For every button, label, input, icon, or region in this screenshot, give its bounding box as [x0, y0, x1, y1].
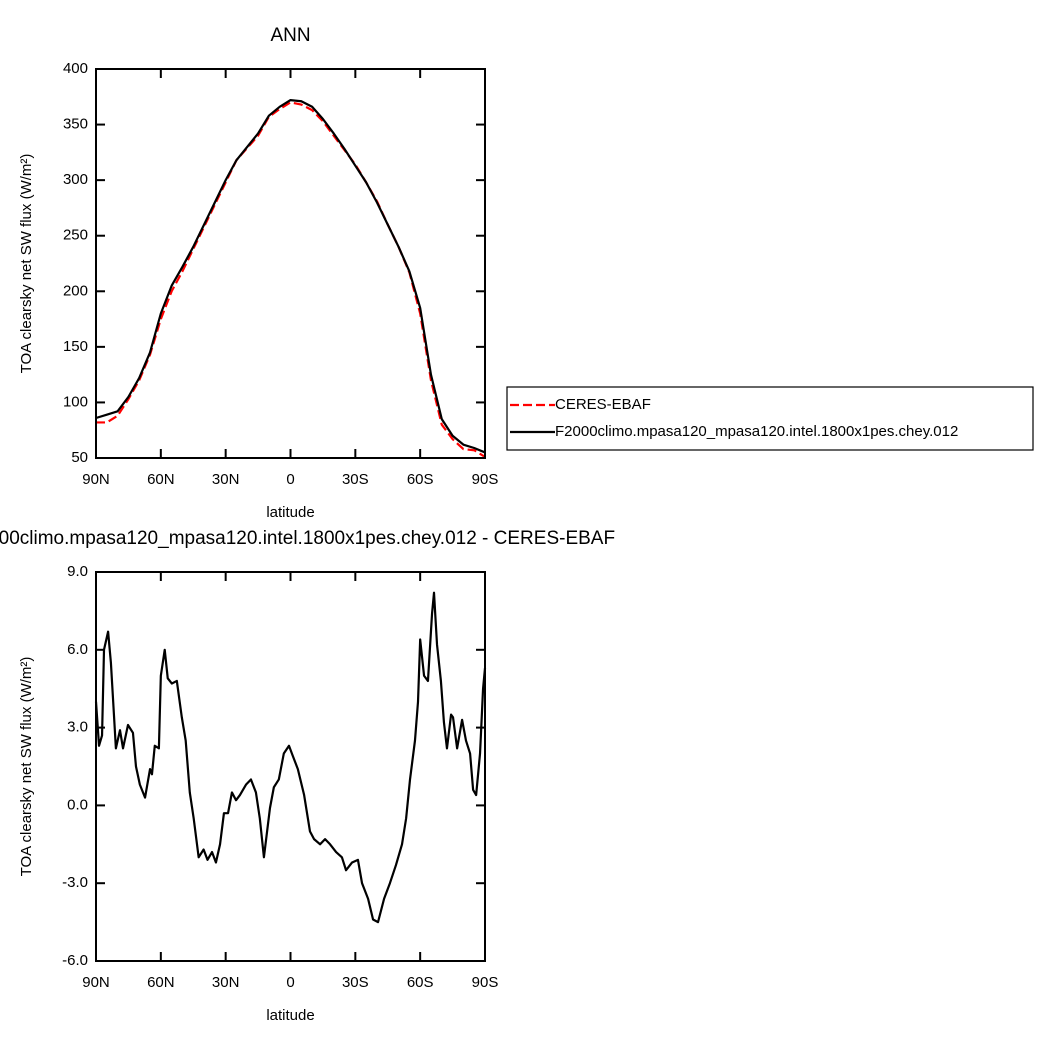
y-axis-label: TOA clearsky net SW flux (W/m²) — [18, 154, 35, 374]
y-tick-label: 9.0 — [67, 563, 88, 580]
data-line — [96, 101, 486, 458]
x-tick-label: 60N — [147, 471, 175, 488]
y-tick-label: -3.0 — [62, 874, 88, 891]
y-tick-label: 6.0 — [67, 641, 88, 658]
chart-title: ANN — [270, 25, 310, 46]
data-line — [95, 99, 486, 454]
x-tick-label: 60S — [407, 974, 434, 991]
x-tick-label: 0 — [286, 471, 294, 488]
x-tick-label: 90S — [472, 471, 499, 488]
y-tick-label: 3.0 — [67, 719, 88, 736]
panel: F2000climo.mpasa120_mpasa120.intel.1800x… — [0, 528, 615, 1024]
chart-title: F2000climo.mpasa120_mpasa120.intel.1800x… — [0, 528, 615, 549]
x-axis-label: latitude — [266, 1007, 314, 1024]
legend: CERES-EBAF F2000climo.mpasa120_mpasa120.i… — [506, 386, 1034, 451]
y-tick-label: 200 — [63, 282, 88, 299]
plot-frame — [95, 571, 486, 962]
legend-label: CERES-EBAF — [555, 396, 651, 413]
x-tick-label: 30S — [342, 974, 369, 991]
legend-label: F2000climo.mpasa120_mpasa120.intel.1800x… — [555, 423, 958, 440]
data-line — [94, 591, 487, 924]
x-tick-label: 90N — [82, 471, 110, 488]
y-axis-label: TOA clearsky net SW flux (W/m²) — [18, 657, 35, 877]
x-tick-label: 60N — [147, 974, 175, 991]
y-tick-label: 50 — [71, 449, 88, 466]
y-tick-label: 150 — [63, 338, 88, 355]
y-tick-label: 100 — [63, 393, 88, 410]
x-tick-label: 0 — [286, 974, 294, 991]
y-tick-label: 0.0 — [67, 796, 88, 813]
y-tick-label: 250 — [63, 227, 88, 244]
y-tick-label: 400 — [63, 60, 88, 77]
x-axis-label: latitude — [266, 504, 314, 521]
y-tick-label: -6.0 — [62, 952, 88, 969]
y-tick-label: 350 — [63, 116, 88, 133]
x-tick-label: 60S — [407, 471, 434, 488]
x-tick-label: 30N — [212, 974, 240, 991]
y-tick-label: 300 — [63, 171, 88, 188]
legend-box — [506, 386, 1034, 451]
x-tick-label: 30S — [342, 471, 369, 488]
x-tick-label: 90N — [82, 974, 110, 991]
x-tick-label: 30N — [212, 471, 240, 488]
plot-frame — [95, 68, 486, 459]
panel: ANN latitude TOA clearsky net SW flux (W/m… — [18, 25, 1034, 521]
x-tick-label: 90S — [472, 974, 499, 991]
